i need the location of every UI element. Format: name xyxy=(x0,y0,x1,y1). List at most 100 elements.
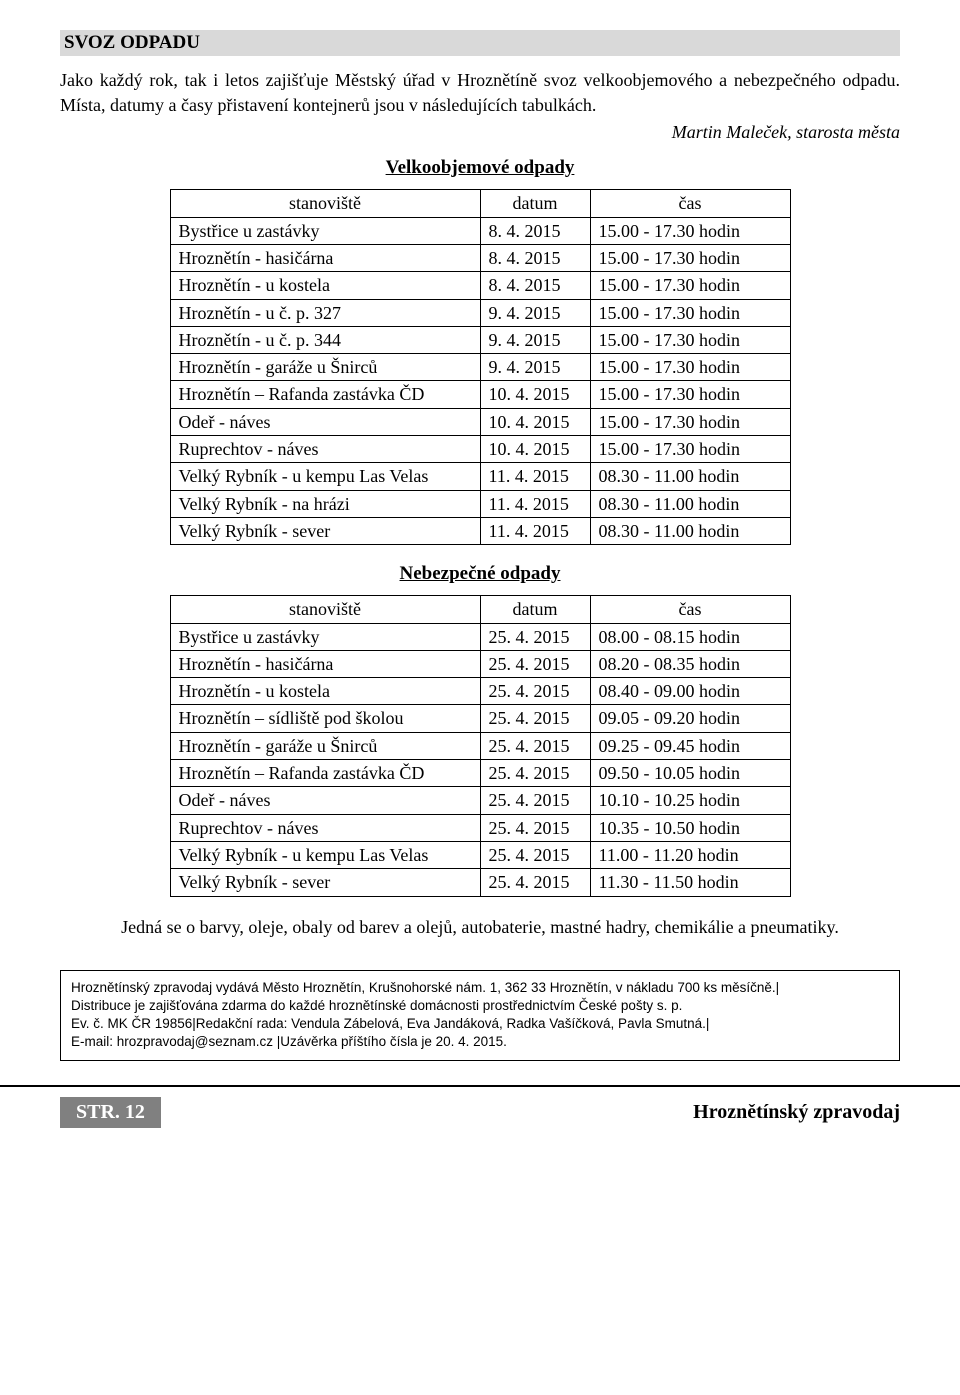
table-row: Hroznětín – Rafanda zastávka ČD25. 4. 20… xyxy=(170,760,790,787)
table-row: Velký Rybník - sever11. 4. 201508.30 - 1… xyxy=(170,517,790,544)
cell-time: 15.00 - 17.30 hodin xyxy=(590,408,790,435)
hazardous-waste-table: stanoviště datum čas Bystřice u zastávky… xyxy=(170,595,791,896)
cell-date: 8. 4. 2015 xyxy=(480,244,590,271)
cell-time: 15.00 - 17.30 hodin xyxy=(590,299,790,326)
cell-date: 10. 4. 2015 xyxy=(480,381,590,408)
table-row: Hroznětín - garáže u Šnirců9. 4. 201515.… xyxy=(170,354,790,381)
cell-location: Hroznětín - u č. p. 327 xyxy=(170,299,480,326)
closing-note: Jedná se o barvy, oleje, obaly od barev … xyxy=(100,915,860,940)
cell-time: 08.40 - 09.00 hodin xyxy=(590,678,790,705)
cell-time: 15.00 - 17.30 hodin xyxy=(590,381,790,408)
table-row: Hroznětín - u č. p. 3279. 4. 201515.00 -… xyxy=(170,299,790,326)
table1-heading: Velkoobjemové odpady xyxy=(60,157,900,179)
cell-location: Velký Rybník - u kempu Las Velas xyxy=(170,841,480,868)
table-row: Velký Rybník - sever25. 4. 201511.30 - 1… xyxy=(170,869,790,896)
col-header-time: čas xyxy=(590,190,790,217)
table-row: Hroznětín - hasičárna8. 4. 201515.00 - 1… xyxy=(170,244,790,271)
cell-location: Ruprechtov - náves xyxy=(170,814,480,841)
cell-location: Hroznětín - u kostela xyxy=(170,272,480,299)
table-row: Hroznětín - garáže u Šnirců25. 4. 201509… xyxy=(170,732,790,759)
table-row: Bystřice u zastávky25. 4. 201508.00 - 08… xyxy=(170,623,790,650)
col-header-time: čas xyxy=(590,596,790,623)
cell-date: 10. 4. 2015 xyxy=(480,436,590,463)
cell-date: 25. 4. 2015 xyxy=(480,678,590,705)
cell-date: 9. 4. 2015 xyxy=(480,354,590,381)
cell-location: Odeř - náves xyxy=(170,787,480,814)
cell-location: Hroznětín – sídliště pod školou xyxy=(170,705,480,732)
table-row: Odeř - náves10. 4. 201515.00 - 17.30 hod… xyxy=(170,408,790,435)
table-row: Hroznětín - u kostela8. 4. 201515.00 - 1… xyxy=(170,272,790,299)
bulky-waste-table: stanoviště datum čas Bystřice u zastávky… xyxy=(170,189,791,545)
cell-time: 09.50 - 10.05 hodin xyxy=(590,760,790,787)
publication-name: Hroznětínský zpravodaj xyxy=(693,1101,900,1124)
cell-location: Bystřice u zastávky xyxy=(170,217,480,244)
table-row: Velký Rybník - u kempu Las Velas25. 4. 2… xyxy=(170,841,790,868)
table-row: Hroznětín - hasičárna25. 4. 201508.20 - … xyxy=(170,650,790,677)
imprint-line: Distribuce je zajišťována zdarma do každ… xyxy=(71,997,889,1015)
cell-location: Ruprechtov - náves xyxy=(170,436,480,463)
col-header-location: stanoviště xyxy=(170,190,480,217)
cell-time: 15.00 - 17.30 hodin xyxy=(590,217,790,244)
cell-time: 10.10 - 10.25 hodin xyxy=(590,787,790,814)
cell-date: 25. 4. 2015 xyxy=(480,623,590,650)
cell-date: 25. 4. 2015 xyxy=(480,814,590,841)
cell-date: 25. 4. 2015 xyxy=(480,705,590,732)
cell-date: 9. 4. 2015 xyxy=(480,299,590,326)
cell-location: Velký Rybník - sever xyxy=(170,869,480,896)
cell-time: 08.30 - 11.00 hodin xyxy=(590,490,790,517)
cell-date: 8. 4. 2015 xyxy=(480,272,590,299)
cell-time: 08.00 - 08.15 hodin xyxy=(590,623,790,650)
col-header-location: stanoviště xyxy=(170,596,480,623)
table-header-row: stanoviště datum čas xyxy=(170,190,790,217)
cell-date: 25. 4. 2015 xyxy=(480,787,590,814)
cell-time: 15.00 - 17.30 hodin xyxy=(590,326,790,353)
cell-location: Velký Rybník - u kempu Las Velas xyxy=(170,463,480,490)
cell-location: Hroznětín - garáže u Šnirců xyxy=(170,354,480,381)
table-row: Velký Rybník - na hrázi11. 4. 201508.30 … xyxy=(170,490,790,517)
cell-location: Hroznětín - garáže u Šnirců xyxy=(170,732,480,759)
imprint-box: Hroznětínský zpravodaj vydává Město Hroz… xyxy=(60,970,900,1061)
cell-time: 11.00 - 11.20 hodin xyxy=(590,841,790,868)
cell-time: 09.05 - 09.20 hodin xyxy=(590,705,790,732)
table-row: Hroznětín – sídliště pod školou25. 4. 20… xyxy=(170,705,790,732)
page-footer: STR. 12 Hroznětínský zpravodaj xyxy=(0,1085,960,1136)
section-title-band: SVOZ ODPADU xyxy=(60,30,900,56)
cell-date: 25. 4. 2015 xyxy=(480,841,590,868)
cell-time: 08.20 - 08.35 hodin xyxy=(590,650,790,677)
cell-location: Odeř - náves xyxy=(170,408,480,435)
table-row: Ruprechtov - náves10. 4. 201515.00 - 17.… xyxy=(170,436,790,463)
cell-time: 08.30 - 11.00 hodin xyxy=(590,463,790,490)
table-row: Velký Rybník - u kempu Las Velas11. 4. 2… xyxy=(170,463,790,490)
cell-date: 9. 4. 2015 xyxy=(480,326,590,353)
cell-time: 09.25 - 09.45 hodin xyxy=(590,732,790,759)
intro-paragraph: Jako každý rok, tak i letos zajišťuje Mě… xyxy=(60,68,900,118)
cell-location: Hroznětín - u č. p. 344 xyxy=(170,326,480,353)
cell-date: 11. 4. 2015 xyxy=(480,490,590,517)
page-number-tab: STR. 12 xyxy=(60,1097,161,1128)
cell-location: Hroznětín – Rafanda zastávka ČD xyxy=(170,381,480,408)
cell-time: 11.30 - 11.50 hodin xyxy=(590,869,790,896)
cell-time: 15.00 - 17.30 hodin xyxy=(590,272,790,299)
cell-date: 25. 4. 2015 xyxy=(480,732,590,759)
section-title: SVOZ ODPADU xyxy=(64,32,896,54)
cell-location: Hroznětín – Rafanda zastávka ČD xyxy=(170,760,480,787)
cell-time: 15.00 - 17.30 hodin xyxy=(590,436,790,463)
imprint-line: Ev. č. MK ČR 19856|Redakční rada: Vendul… xyxy=(71,1015,889,1033)
table2-heading: Nebezpečné odpady xyxy=(60,563,900,585)
table-row: Hroznětín - u kostela25. 4. 201508.40 - … xyxy=(170,678,790,705)
table-row: Hroznětín – Rafanda zastávka ČD10. 4. 20… xyxy=(170,381,790,408)
table-row: Ruprechtov - náves25. 4. 201510.35 - 10.… xyxy=(170,814,790,841)
cell-time: 15.00 - 17.30 hodin xyxy=(590,354,790,381)
cell-time: 15.00 - 17.30 hodin xyxy=(590,244,790,271)
cell-location: Velký Rybník - sever xyxy=(170,517,480,544)
cell-location: Hroznětín - hasičárna xyxy=(170,650,480,677)
cell-location: Hroznětín - u kostela xyxy=(170,678,480,705)
cell-date: 25. 4. 2015 xyxy=(480,650,590,677)
col-header-date: datum xyxy=(480,596,590,623)
table-row: Hroznětín - u č. p. 3449. 4. 201515.00 -… xyxy=(170,326,790,353)
imprint-line: Hroznětínský zpravodaj vydává Město Hroz… xyxy=(71,979,889,997)
cell-location: Hroznětín - hasičárna xyxy=(170,244,480,271)
cell-date: 25. 4. 2015 xyxy=(480,760,590,787)
cell-date: 8. 4. 2015 xyxy=(480,217,590,244)
cell-location: Velký Rybník - na hrázi xyxy=(170,490,480,517)
